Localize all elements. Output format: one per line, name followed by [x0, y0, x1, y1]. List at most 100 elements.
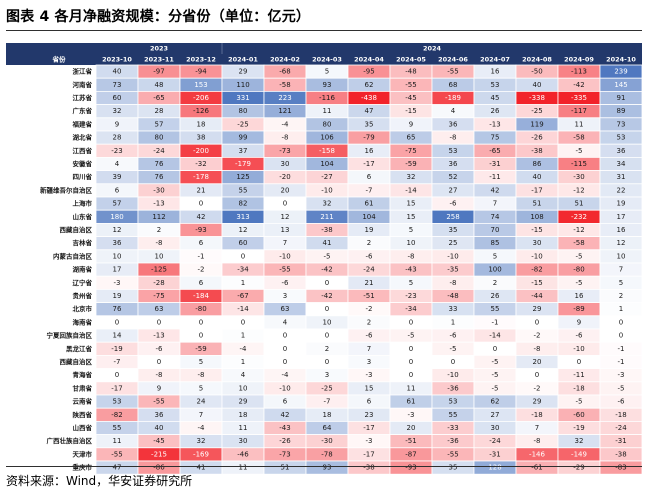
heat-cell-value: 74 — [491, 213, 500, 221]
heat-cell-value: 2 — [493, 279, 497, 287]
month-column-label: 2024-05 — [396, 56, 426, 64]
heat-cell-value: 55 — [449, 411, 458, 419]
heat-cell-value: 6 — [115, 186, 120, 194]
province-label: 甘肃省 — [73, 383, 93, 392]
heat-cell-value: -18 — [615, 411, 626, 419]
province-label: 江苏省 — [73, 93, 93, 102]
heat-cell-value: -89 — [573, 305, 584, 313]
heat-cell-value: 22 — [617, 186, 626, 194]
heat-cell-value: -51 — [405, 437, 416, 445]
province-label: 黑龙江省 — [66, 344, 93, 353]
heat-cell-value: 6 — [199, 239, 204, 247]
province-label: 天津市 — [73, 449, 93, 458]
heat-cell-value: 36 — [449, 160, 458, 168]
heat-cell-value: 6 — [367, 398, 372, 406]
heat-cell-value: -10 — [573, 345, 584, 353]
heat-cell-value: 57 — [155, 120, 164, 128]
heat-cell-value: 21 — [197, 186, 206, 194]
heat-cell-value: -55 — [279, 266, 290, 274]
heat-cell-value: 9 — [157, 384, 161, 392]
heat-cell-value: 239 — [614, 68, 627, 76]
heat-cell-value: -45 — [405, 94, 416, 102]
heat-cell-value: 40 — [533, 173, 542, 181]
heat-cell-value: 36 — [113, 239, 122, 247]
heat-cell-value: 6 — [367, 173, 372, 181]
heat-cell-value: 112 — [152, 213, 165, 221]
heat-cell-value: 32 — [113, 107, 122, 115]
heat-cell-value: 73 — [617, 120, 626, 128]
heat-cell-value: -19 — [573, 424, 584, 432]
heat-cell-value: -6 — [156, 345, 164, 353]
heat-cell-value: 34 — [617, 160, 626, 168]
heat-cell-value: -178 — [193, 173, 209, 181]
heat-cell-value: -2 — [366, 305, 373, 313]
heat-cell-value: -44 — [531, 292, 543, 300]
heat-cell-value: 7 — [199, 411, 203, 419]
heat-cell-value: 5 — [199, 384, 203, 392]
heat-cell-value: 28 — [113, 134, 122, 142]
heat-cell-value: 47 — [365, 107, 374, 115]
heat-cell-value: -82 — [531, 266, 542, 274]
heat-cell-value: 35 — [449, 226, 458, 234]
heat-cell-value: -1 — [618, 358, 625, 366]
heat-cell-value: 104 — [362, 213, 376, 221]
province-label: 新疆维吾尔自治区 — [40, 185, 93, 194]
heat-cell-value: -179 — [235, 160, 251, 168]
heat-cell-value: 32 — [197, 437, 206, 445]
heat-cell-value: 20 — [533, 358, 542, 366]
heat-cell-value: 6 — [199, 279, 204, 287]
heat-cell-value: 26 — [491, 292, 500, 300]
heat-cell-value: 76 — [155, 173, 164, 181]
heat-cell-value: 3 — [325, 371, 329, 379]
heat-cell-value: -5 — [492, 358, 499, 366]
heat-cell-value: -42 — [321, 292, 332, 300]
heat-cell-value: 0 — [493, 345, 497, 353]
heat-cell-value: 17 — [617, 213, 626, 221]
heat-cell-value: -30 — [573, 173, 584, 181]
heat-cell-value: 211 — [320, 213, 333, 221]
heat-cell-value: -30 — [153, 186, 164, 194]
heat-cell-value: -8 — [408, 252, 415, 260]
heat-cell-value: -55 — [153, 398, 164, 406]
heat-cell-value: 7 — [619, 266, 623, 274]
month-column-label: 2024-04 — [354, 56, 384, 64]
heat-cell-value: -6 — [576, 332, 584, 340]
heat-cell-value: -7 — [324, 398, 331, 406]
heat-cell-value: 223 — [278, 94, 291, 102]
heat-cell-value: -5 — [576, 279, 583, 287]
year-group-label: 2024 — [423, 45, 442, 53]
month-column-label: 2024-08 — [522, 56, 552, 64]
footer-rule — [6, 466, 642, 467]
heat-cell-value: -5 — [576, 252, 583, 260]
heat-cell-value: 21 — [365, 279, 374, 287]
province-label: 贵州省 — [73, 291, 93, 300]
heat-cell-value: 15 — [407, 200, 416, 208]
heat-cell-value: 70 — [491, 226, 500, 234]
heat-cell-value: 17 — [113, 266, 122, 274]
province-label: 福建省 — [72, 119, 93, 128]
heat-cell-value: 121 — [278, 107, 291, 115]
heat-cell-value: -2 — [198, 266, 205, 274]
heat-cell-value: 7 — [367, 345, 371, 353]
heat-cell-value: -335 — [571, 94, 587, 102]
heat-cell-value: -232 — [571, 213, 587, 221]
month-column-label: 2023-11 — [144, 56, 174, 64]
heat-cell-value: -17 — [363, 160, 374, 168]
heat-cell-value: -55 — [405, 81, 416, 89]
heat-cell-value: 12 — [617, 239, 626, 247]
heat-cell-value: 35 — [365, 120, 374, 128]
heat-cell-value: -189 — [445, 94, 461, 102]
heat-cell-value: 0 — [157, 318, 161, 326]
heat-cell-value: 0 — [325, 358, 329, 366]
heat-cell-value: 53 — [449, 147, 458, 155]
heat-cell-value: -68 — [279, 68, 290, 76]
heat-cell-value: 1 — [241, 279, 245, 287]
heat-cell-value: 55 — [113, 424, 122, 432]
heat-cell-value: -169 — [193, 450, 209, 458]
heat-cell-value: 24 — [197, 398, 206, 406]
heat-cell-value: 28 — [155, 107, 164, 115]
heat-cell-value: -6 — [366, 332, 374, 340]
heat-cell-value: 30 — [491, 424, 500, 432]
heat-cell-value: 11 — [407, 384, 416, 392]
heat-cell-value: -3 — [114, 279, 121, 287]
